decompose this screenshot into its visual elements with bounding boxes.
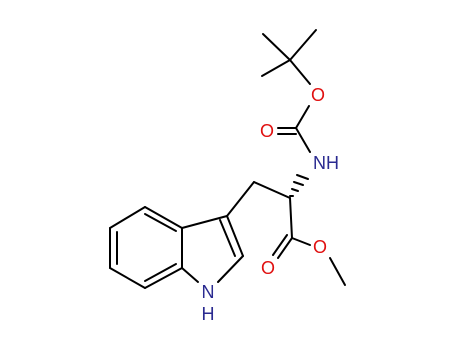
atom-label: O: [260, 121, 274, 141]
atom-label: NH: [313, 153, 339, 173]
atom-label: O: [311, 85, 325, 105]
atom-label: N: [202, 282, 215, 302]
atom-label: H: [202, 304, 215, 324]
atom-label: O: [313, 237, 327, 257]
bonds: [109, 29, 346, 289]
atom-label: O: [261, 258, 275, 278]
